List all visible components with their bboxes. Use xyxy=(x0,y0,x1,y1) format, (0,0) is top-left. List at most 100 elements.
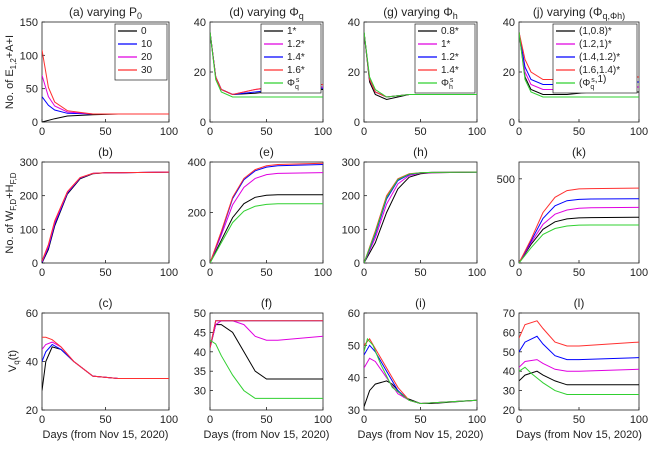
series-line-1.6- xyxy=(210,320,323,349)
series-line-30 xyxy=(42,171,169,262)
axes-box xyxy=(209,312,324,411)
y-tick-label: 45 xyxy=(194,327,206,339)
y-tick-label: 500 xyxy=(497,174,515,186)
y-tick-label: 20 xyxy=(348,67,360,79)
x-tick-label: 100 xyxy=(630,267,648,279)
panel-title-main: (l) xyxy=(574,296,585,310)
y-axis-label-row3: Vq(t) xyxy=(7,350,21,372)
legend-label: (1.4,1.2)* xyxy=(579,52,620,63)
x-tick-label: 50 xyxy=(573,414,585,426)
x-tick-label: 50 xyxy=(414,267,426,279)
series-group xyxy=(364,337,477,407)
series-line--1.2-1- xyxy=(519,359,639,372)
panel-title-main: (j) varying (Φ xyxy=(533,5,603,19)
y-tick-label: 20 xyxy=(503,67,515,79)
x-tick-label: 100 xyxy=(160,414,178,426)
x-tick-label: 0 xyxy=(516,267,522,279)
series-group xyxy=(210,162,323,263)
legend-label: 1.2* xyxy=(441,52,459,63)
y-tick-label: 60 xyxy=(348,308,360,320)
panel-title: (i) xyxy=(415,296,426,310)
y-axis-label-row2-part: +H xyxy=(4,184,16,198)
panel-title: (g) varying Φh xyxy=(383,5,458,21)
y-tick-label: 150 xyxy=(20,17,38,29)
legend-box xyxy=(552,23,638,94)
series-line--1.4-1.2- xyxy=(519,198,639,263)
series-line-30 xyxy=(42,49,169,115)
x-tick-label: 0 xyxy=(207,414,213,426)
legend: 0 10 20 30 xyxy=(114,23,168,81)
x-tick-label: 100 xyxy=(160,267,178,279)
series-line--q-s xyxy=(210,203,323,263)
y-tick-label: 50 xyxy=(194,308,206,320)
y-tick-label: 100 xyxy=(20,50,38,62)
panel-title-subscript: h xyxy=(453,11,458,21)
y-tick-label: 40 xyxy=(503,366,515,378)
legend: 0.8* 1* 1.2* 1.4*Φhs xyxy=(414,23,476,94)
x-tick-label: 100 xyxy=(630,126,648,138)
axes-box xyxy=(41,161,170,264)
x-tick-label: 0 xyxy=(39,414,45,426)
series-line-1.6- xyxy=(210,162,323,263)
x-tick-label: 100 xyxy=(630,414,648,426)
x-tick-label: 100 xyxy=(468,126,486,138)
series-line--q-s-1- xyxy=(519,366,639,395)
y-tick-label: 0 xyxy=(354,117,360,129)
series-line--q-s-1- xyxy=(519,224,639,263)
x-tick-label: 100 xyxy=(468,414,486,426)
x-tick-label: 100 xyxy=(314,267,332,279)
series-group xyxy=(42,49,169,122)
y-tick-label: 0 xyxy=(509,117,515,129)
y-tick-label: 20 xyxy=(194,67,206,79)
legend: 1* 1.2* 1.4* 1.6*Φqs xyxy=(260,23,322,94)
panel-c: 0 50 100 20 40 60 (c) Days (from Nov 15, 2020) xyxy=(26,296,178,441)
legend-label: 1.6* xyxy=(287,65,305,76)
legend-label: 1.4* xyxy=(441,65,459,76)
panel-title-main: (c) xyxy=(99,296,113,310)
panel-title-main: (i) xyxy=(415,296,426,310)
legend-label: 0.8* xyxy=(441,26,459,37)
panel-title-main: (b) xyxy=(98,145,113,159)
panel-title-main: (f) xyxy=(261,296,272,310)
panel-title: (d) varying Φq xyxy=(229,5,304,21)
y-axis-label-row3-part: q xyxy=(12,360,21,364)
legend-label: 1* xyxy=(287,26,297,37)
y-tick-label: 300 xyxy=(342,157,360,169)
axes-box xyxy=(209,161,324,264)
y-tick-label: 30 xyxy=(503,386,515,398)
x-tick-label: 100 xyxy=(160,126,178,138)
y-tick-label: 200 xyxy=(342,191,360,203)
panel-k: 0 50 100 0 500 (k) xyxy=(497,145,649,279)
series-line--q-s-1- xyxy=(519,31,639,98)
panel-title-main: (k) xyxy=(572,145,586,159)
legend: (1,0.8)* (1.2,1)* (1.4,1.2)* (1.6,1.4)*(Φqs… xyxy=(552,23,638,94)
panel-title-main: (e) xyxy=(259,145,274,159)
legend-label: 30 xyxy=(141,65,153,76)
x-tick-label: 50 xyxy=(414,414,426,426)
y-tick-label: 50 xyxy=(26,84,38,96)
series-line--1.6-1.4- xyxy=(519,187,639,263)
x-tick-label: 100 xyxy=(314,126,332,138)
series-group xyxy=(364,171,477,263)
y-tick-label: 35 xyxy=(194,366,206,378)
y-tick-label: 200 xyxy=(20,191,38,203)
x-tick-label: 0 xyxy=(516,414,522,426)
y-tick-label: 100 xyxy=(20,224,38,236)
legend-label: (1.2,1)* xyxy=(579,39,612,50)
y-tick-label: 300 xyxy=(20,157,38,169)
legend-box xyxy=(414,23,476,94)
y-tick-label: 0 xyxy=(32,258,38,270)
panel-i: 0 50 100 30 40 50 60 (i) Days (from Nov 15, 2020… xyxy=(348,296,486,441)
y-tick-label: 40 xyxy=(348,17,360,29)
legend-label: 1.4* xyxy=(287,52,305,63)
panel-title: (f) xyxy=(261,296,272,310)
y-tick-label: 40 xyxy=(503,17,515,29)
series-line-1- xyxy=(210,194,323,263)
panel-title: (h) xyxy=(413,145,428,159)
legend-label: 1* xyxy=(441,39,451,50)
panel-b: 0 50 100 0 100 200 300 (b) xyxy=(20,145,179,279)
panel-title-main: (d) varying Φ xyxy=(229,5,299,19)
series-line--q-s xyxy=(210,31,323,98)
